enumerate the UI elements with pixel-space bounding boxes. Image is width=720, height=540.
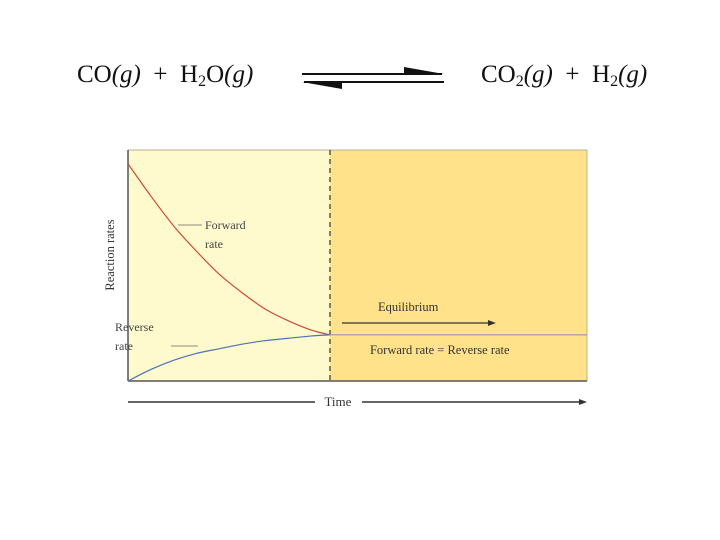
product-co: CO [481, 61, 516, 88]
series-group [127, 163, 587, 382]
product-h-subscript: 2 [610, 73, 619, 90]
product-co2-phase: (g) [523, 61, 553, 88]
reactant-plus: + [153, 61, 168, 88]
product-h2-phase: (g) [618, 61, 648, 88]
equilibrium-region [329, 150, 587, 381]
forward-rate-label-line2: rate [205, 237, 223, 251]
reverse-rate-line [127, 334, 330, 382]
forward-rate-label-line1: Forward [205, 218, 246, 232]
product-co-subscript: 2 [515, 73, 524, 90]
reactant-h2o-phase: (g) [224, 61, 254, 88]
reactants: CO(g) + H2O(g) [77, 60, 253, 90]
equilibrium-arrows-icon [302, 67, 444, 89]
chemical-equation: CO(g) + H2O(g) CO2(g) + H2(g) [0, 56, 720, 100]
equilibrium-label: Equilibrium [378, 300, 439, 314]
forward-rate-line [127, 163, 331, 336]
product-h: H [592, 61, 611, 88]
forward-equals-reverse-label: Forward rate = Reverse rate [370, 343, 510, 357]
reactant-co: CO [77, 61, 112, 88]
reactant-co-phase: (g) [111, 61, 141, 88]
reverse-rate-label-line2: rate [115, 339, 133, 353]
reaction-rate-chart: Forward rate Reverse rate Equilibrium Fo… [98, 140, 598, 420]
reactant-o: O [206, 61, 225, 88]
products: CO2(g) + H2(g) [481, 60, 647, 90]
x-axis-title: Time [324, 394, 351, 409]
leader-lines [171, 224, 202, 347]
time-arrow-head-icon [579, 399, 587, 405]
reverse-rate-label-line1: Reverse [115, 320, 154, 334]
chart-svg: Forward rate Reverse rate Equilibrium Fo… [103, 149, 588, 409]
reactant-h: H [180, 61, 199, 88]
y-axis-title: Reaction rates [103, 219, 117, 290]
pre-equilibrium-region [128, 150, 330, 381]
equilibrium-arrow-head-icon [487, 320, 496, 326]
product-plus: + [565, 61, 580, 88]
reactant-h-subscript: 2 [198, 73, 207, 90]
